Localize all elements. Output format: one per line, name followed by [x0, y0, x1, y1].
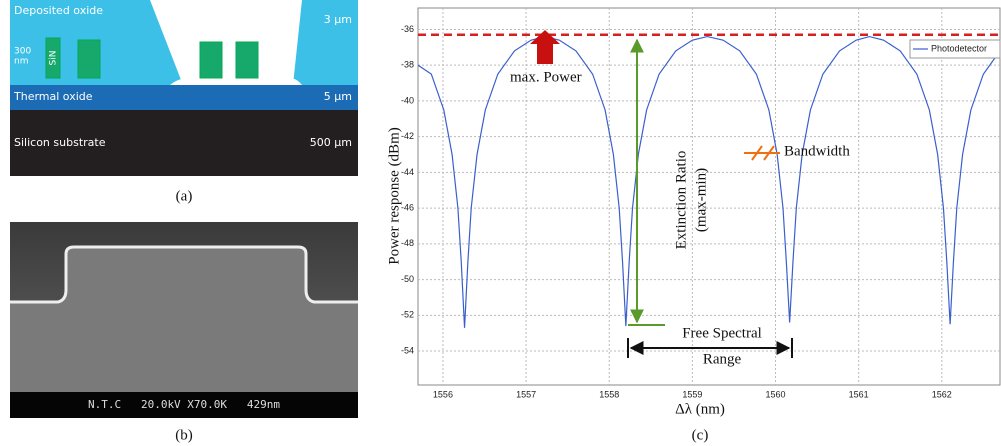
thickness-label: nm [14, 57, 28, 67]
y-tick-label: -48 [401, 238, 414, 248]
thickness-label: 300 [14, 47, 31, 57]
annotation: max. Power [510, 69, 582, 85]
x-tick-label: 1562 [932, 389, 952, 399]
x-tick-label: 1557 [516, 389, 536, 399]
layer-label: Deposited oxide [14, 4, 103, 17]
annotation: Range [703, 351, 742, 367]
panel-c: Δλ (nm) Power response (dBm) (c) -54-52-… [386, 8, 1000, 443]
x-tick-label: 1559 [682, 389, 702, 399]
waveguide-block [236, 42, 258, 78]
y-tick-label: -36 [401, 24, 414, 34]
annotation: Extinction Ratio [673, 151, 689, 250]
layer-label: Thermal oxide [13, 90, 93, 103]
figure: Deposited oxide 3 µm 300 nm SiN Thermal … [0, 0, 1001, 446]
panel-label: (b) [175, 427, 193, 443]
layer-label: Silicon substrate [14, 136, 106, 149]
y-tick-label: -42 [401, 131, 414, 141]
y-tick-label: -38 [401, 60, 414, 70]
oxide-bump [170, 79, 302, 86]
y-tick-label: -46 [401, 202, 414, 212]
waveguide-block [200, 42, 222, 78]
y-tick-label: -40 [401, 95, 414, 105]
x-tick-label: 1556 [433, 389, 453, 399]
thickness-label: 500 µm [310, 136, 352, 149]
waveguide-block [78, 40, 100, 78]
y-tick-label: -44 [401, 167, 414, 177]
x-tick-label: 1560 [765, 389, 785, 399]
panel-label: (a) [176, 188, 193, 204]
panel-a: Deposited oxide 3 µm 300 nm SiN Thermal … [10, 0, 358, 204]
annotation: Bandwidth [784, 143, 850, 159]
x-tick-label: 1558 [599, 389, 619, 399]
x-axis-label: Δλ (nm) [675, 401, 725, 417]
y-tick-label: -50 [401, 274, 414, 284]
x-tick-label: 1561 [849, 389, 869, 399]
panel-label: (c) [692, 427, 709, 443]
y-tick-label: -52 [401, 310, 414, 320]
sem-caption: N.T.C 20.0kV X70.0K 429nm [88, 398, 280, 411]
annotation: (max-min) [693, 168, 709, 232]
thickness-label: 5 µm [324, 90, 352, 103]
y-tick-label: -54 [401, 345, 414, 355]
thickness-label: 3 µm [324, 13, 352, 26]
material-label: SiN [49, 51, 59, 66]
legend-label: Photodetector [931, 43, 987, 53]
panel-b: N.T.C 20.0kV X70.0K 429nm (b) [10, 222, 358, 443]
annotation: Free Spectral [682, 325, 762, 341]
